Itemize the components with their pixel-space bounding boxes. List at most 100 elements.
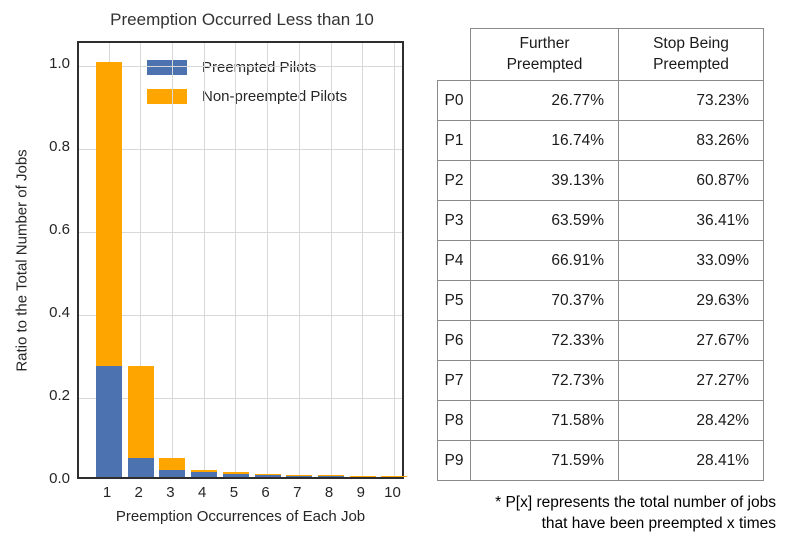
cell-P3-stop-being-preempted: 36.41% — [618, 200, 764, 241]
bar-preempted-4 — [191, 472, 218, 477]
x-tick-8: 8 — [324, 484, 334, 501]
table-row-P5: P5 70.37% 29.63% — [437, 280, 764, 321]
table-header-stop-being-preempted: Stop Being Preempted — [618, 28, 764, 81]
table-row-P4: P4 66.91% 33.09% — [437, 240, 764, 281]
gridline-h-0.4 — [79, 314, 402, 316]
cell-P9-further-preempted: 71.59% — [470, 440, 619, 481]
cell-P6-stop-being-preempted: 27.67% — [618, 320, 764, 361]
x-tick-7: 7 — [293, 484, 302, 501]
bar-preempted-5 — [222, 473, 249, 477]
bar-non-preempted-1 — [96, 62, 122, 366]
table-row-P6: P6 72.33% 27.67% — [437, 320, 764, 361]
bar-preempted-9 — [349, 476, 376, 477]
cell-P2-further-preempted: 39.13% — [470, 160, 619, 201]
row-label-P8: P8 — [437, 400, 471, 441]
y-tick-0.2: 0.2 — [49, 387, 70, 404]
cell-P5-stop-being-preempted: 29.63% — [618, 280, 764, 321]
cell-P1-further-preempted: 16.74% — [470, 120, 619, 161]
bar-preempted-6 — [254, 474, 281, 477]
bar-preempted-3 — [159, 469, 186, 477]
x-tick-5: 5 — [229, 484, 239, 501]
legend-swatch-non-preempted-pilots — [147, 89, 187, 104]
row-label-P9: P9 — [437, 440, 471, 481]
cell-P5-further-preempted: 70.37% — [470, 280, 619, 321]
cell-P4-further-preempted: 66.91% — [470, 240, 619, 281]
footnote-line-1: * P[x] represents the total number of jo… — [495, 494, 776, 511]
table-header-further-preempted: Further Preempted — [470, 28, 619, 81]
bar-non-preempted-6 — [254, 473, 281, 475]
gridline-h-0.8 — [79, 148, 402, 150]
table-header-row: Further Preempted Stop Being Preempted — [438, 28, 764, 81]
gridline-v-3 — [171, 43, 173, 477]
gridline-v-4 — [203, 43, 205, 477]
table-row-P8: P8 71.58% 28.42% — [437, 400, 764, 441]
x-axis-label: Preemption Occurrences of Each Job — [115, 508, 366, 525]
cell-P4-stop-being-preempted: 33.09% — [618, 240, 764, 281]
x-tick-2: 2 — [134, 484, 143, 501]
cell-P8-further-preempted: 71.58% — [470, 400, 619, 441]
bar-preempted-2 — [127, 458, 154, 477]
bar-preempted-1 — [96, 365, 122, 477]
table-row-P0: P0 26.77% 73.23% — [437, 80, 764, 121]
footnote-line-2: that have been preempted x times — [541, 515, 776, 532]
y-tick-0.6: 0.6 — [49, 221, 70, 238]
cell-P0-stop-being-preempted: 73.23% — [618, 80, 764, 121]
row-label-P2: P2 — [437, 160, 471, 201]
cell-P8-stop-being-preempted: 28.42% — [618, 400, 764, 441]
bar-non-preempted-4 — [191, 469, 218, 473]
y-tick-0.0: 0.0 — [49, 470, 70, 487]
table-row-P2: P2 39.13% 60.87% — [437, 160, 764, 201]
legend-label-non-preempted-pilots: Non-preempted Pilots — [202, 88, 348, 105]
y-tick-0.8: 0.8 — [49, 138, 70, 155]
gridline-h-0.6 — [79, 231, 402, 233]
row-label-P7: P7 — [437, 360, 471, 401]
cell-P2-stop-being-preempted: 60.87% — [618, 160, 764, 201]
bar-preempted-10 — [381, 476, 408, 477]
row-label-P5: P5 — [437, 280, 471, 321]
gridline-v-6 — [267, 43, 269, 477]
row-label-P4: P4 — [437, 240, 471, 281]
cell-P3-further-preempted: 63.59% — [470, 200, 619, 241]
row-label-P0: P0 — [437, 80, 471, 121]
x-tick-9: 9 — [356, 484, 365, 501]
cell-P9-stop-being-preempted: 28.41% — [618, 440, 764, 481]
x-tick-3: 3 — [166, 484, 175, 501]
table-row-P7: P7 72.73% 27.27% — [437, 360, 764, 401]
gridline-h-1.0 — [79, 65, 402, 67]
gridline-v-8 — [330, 43, 332, 477]
table-row-P3: P3 63.59% 36.41% — [437, 200, 764, 241]
y-tick-1.0: 1.0 — [49, 55, 70, 72]
gridline-v-2 — [140, 43, 142, 477]
gridline-v-7 — [298, 43, 300, 477]
chart-title: Preemption Occurred Less than 10 — [110, 10, 374, 29]
gridline-v-5 — [235, 43, 237, 477]
cell-P7-stop-being-preempted: 27.27% — [618, 360, 764, 401]
table-row-P1: P1 16.74% 83.26% — [437, 120, 764, 161]
x-tick-1: 1 — [102, 484, 112, 501]
bar-non-preempted-5 — [222, 472, 249, 474]
table-row-P9: P9 71.59% 28.41% — [437, 440, 764, 481]
cell-P7-further-preempted: 72.73% — [470, 360, 619, 401]
legend-swatch-preempted-pilots — [147, 60, 187, 75]
row-label-P3: P3 — [437, 200, 471, 241]
preemption-table: Further Preempted Stop Being Preempted P0 26.… — [437, 28, 764, 481]
bar-non-preempted-2 — [127, 365, 154, 459]
cell-P0-further-preempted: 26.77% — [470, 80, 619, 121]
legend-label-preempted-pilots: Preempted Pilots — [202, 59, 317, 76]
plot-area: Preempted Pilots Non-preempted Pilots — [77, 41, 408, 479]
row-label-P1: P1 — [437, 120, 471, 161]
gridline-v-9 — [362, 43, 364, 477]
table-footnote: * P[x] represents the total number of jo… — [418, 492, 776, 534]
bar-non-preempted-7 — [286, 474, 313, 476]
x-tick-10: 10 — [384, 484, 401, 501]
cell-P6-further-preempted: 72.33% — [470, 320, 619, 361]
x-tick-4: 4 — [197, 484, 207, 501]
y-axis-label: Ratio to the Total Number of Jobs — [13, 149, 31, 372]
bar-non-preempted-3 — [159, 458, 186, 470]
bar-preempted-8 — [318, 475, 345, 477]
table-corner-cell — [438, 29, 471, 81]
gridline-v-10 — [393, 43, 395, 477]
gridline-h-0.2 — [79, 397, 402, 399]
row-label-P6: P6 — [437, 320, 471, 361]
